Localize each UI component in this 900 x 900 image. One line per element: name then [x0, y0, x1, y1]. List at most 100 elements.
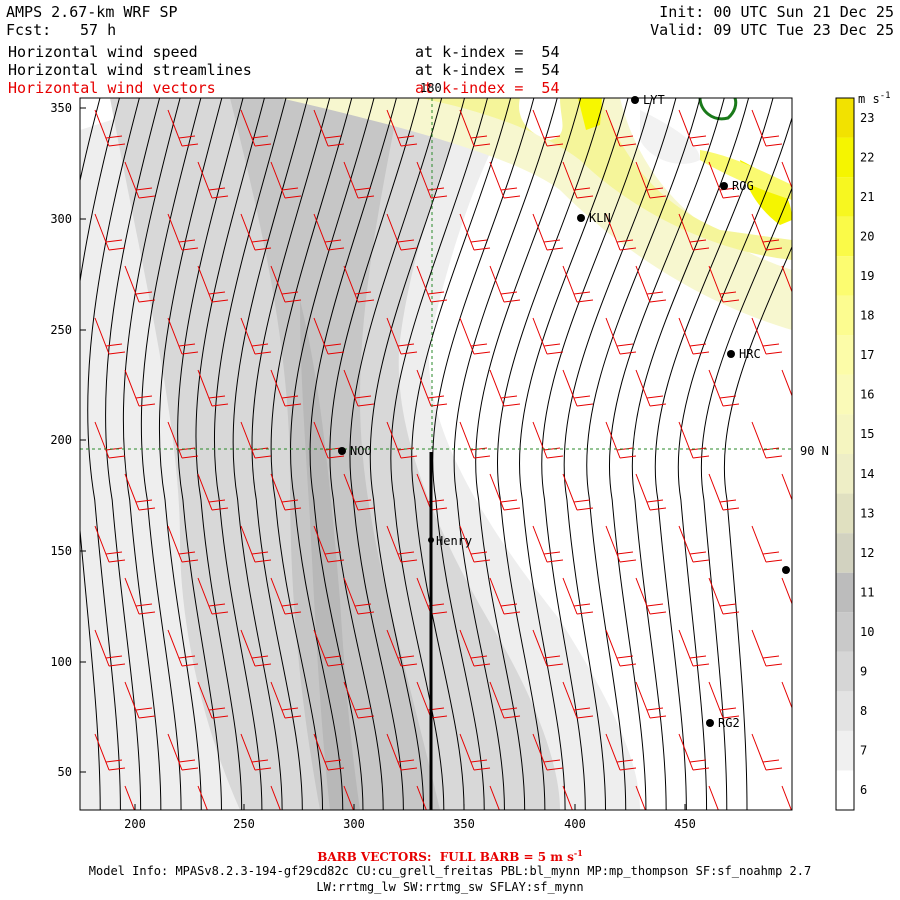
- wind-barb: [167, 317, 199, 355]
- colorbar-swatch: [836, 414, 854, 454]
- wind-barb: [708, 785, 719, 810]
- y-tick-label: 150: [50, 544, 72, 558]
- wind-barb: [678, 733, 710, 771]
- streamline: [80, 98, 120, 810]
- wind-barb: [343, 369, 375, 407]
- wind-barb: [197, 577, 229, 615]
- wind-barb: [708, 369, 740, 407]
- wind-barb: [562, 369, 594, 407]
- wind-barb: [240, 213, 272, 251]
- wind-barb: [562, 577, 594, 615]
- streamline: [270, 98, 353, 810]
- wind-barb: [94, 421, 126, 459]
- streamline: [654, 98, 774, 810]
- wind-barb: [635, 785, 646, 810]
- streamline: [496, 98, 605, 810]
- streamline: [369, 98, 466, 810]
- svg-text:HRC: HRC: [739, 347, 761, 361]
- colorbar-swatch: [836, 335, 854, 375]
- colorbar-swatch: [836, 533, 854, 573]
- wind-barb: [240, 317, 272, 355]
- wind-barb: [270, 785, 281, 810]
- shade-yellow-east2: [700, 150, 792, 200]
- x-axis: 200 250 300 350 400 450: [124, 804, 696, 831]
- colorbar: 6 7 8 9 10 11 12 13 14 15 16 17 18 19 20 21 22 23: [835, 97, 874, 811]
- meridian-label: 180: [420, 81, 442, 95]
- colorbar-level-label: 7: [860, 744, 867, 758]
- streamline: [289, 98, 375, 810]
- wind-barb: [416, 161, 448, 199]
- colorbar-level-label: 8: [860, 704, 867, 718]
- colorbar-level-label: 15: [860, 427, 874, 441]
- wind-barb: [124, 577, 156, 615]
- wind-barb: [678, 629, 710, 667]
- wind-barb: [635, 161, 667, 199]
- wind-barb: [459, 733, 491, 771]
- colorbar-swatch: [836, 730, 854, 771]
- wind-barb: [708, 681, 740, 719]
- streamline: [140, 98, 202, 810]
- colorbar-level-label: 19: [860, 269, 874, 283]
- wind-barb: [605, 317, 637, 355]
- station-henry: Henry: [428, 534, 472, 548]
- colorbar-level-label: 11: [860, 585, 874, 599]
- wind-barb: [562, 161, 594, 199]
- wind-barb: [605, 629, 637, 667]
- wind-barb: [386, 317, 418, 355]
- y-tick-label: 200: [50, 433, 72, 447]
- x-tick-label: 250: [233, 817, 255, 831]
- field-name-streamlines: Horizontal wind streamlines: [8, 61, 252, 79]
- colorbar-swatch: [836, 454, 854, 494]
- streamline: [195, 98, 265, 810]
- colorbar-swatch: [836, 691, 854, 731]
- colorbar-level-label: 6: [860, 783, 867, 797]
- wind-barb: [386, 109, 418, 147]
- streamline: [232, 98, 309, 810]
- wind-barb: [94, 317, 126, 355]
- colorbar-level-label: 20: [860, 229, 874, 243]
- wind-barb: [532, 421, 564, 459]
- wind-barb: [781, 265, 792, 294]
- wind-barb: [562, 785, 573, 810]
- station-noo: NOO: [338, 444, 372, 458]
- wind-barb: [532, 733, 564, 771]
- wind-barb: [489, 473, 521, 511]
- colorbar-swatch: [836, 98, 854, 138]
- streamline: [453, 98, 558, 810]
- wind-barb: [124, 369, 156, 407]
- wind-barb: [313, 525, 345, 563]
- station-markers: LYT ROG KLN HRC NOO Henry RG2: [338, 93, 790, 730]
- svg-text:LYT: LYT: [643, 93, 665, 107]
- wind-barb: [167, 629, 199, 667]
- streamline: [700, 186, 792, 810]
- wind-barb: [635, 473, 667, 511]
- streamline: [390, 98, 488, 810]
- wind-barb: [416, 265, 448, 303]
- wind-barb: [781, 369, 792, 398]
- field-level-vectors: at k-index = 54: [415, 79, 560, 97]
- y-tick-label: 350: [50, 101, 72, 115]
- wind-barb: [678, 317, 710, 355]
- wind-barb: [167, 213, 199, 251]
- wind-barb: [343, 161, 375, 199]
- field-level-speed: at k-index = 54: [415, 43, 560, 61]
- streamline: [432, 98, 535, 810]
- wind-barb: [197, 473, 229, 511]
- wind-barb: [532, 213, 564, 251]
- wind-barb: [678, 213, 710, 251]
- wind-barb: [167, 109, 199, 147]
- wind-barb: [270, 681, 302, 719]
- wind-barb: [343, 265, 375, 303]
- streamline: [104, 98, 161, 810]
- colorbar-swatch: [836, 374, 854, 415]
- wind-barb: [489, 681, 521, 719]
- wind-barb: [124, 265, 156, 303]
- wind-barb: [708, 265, 740, 303]
- wind-barb: [313, 733, 345, 771]
- wind-barb: [781, 473, 792, 502]
- colorbar-level-label: 18: [860, 309, 874, 323]
- wind-barb: [489, 785, 500, 810]
- x-tick-label: 400: [564, 817, 586, 831]
- wind-barb: [270, 577, 302, 615]
- wind-barb: [605, 421, 637, 459]
